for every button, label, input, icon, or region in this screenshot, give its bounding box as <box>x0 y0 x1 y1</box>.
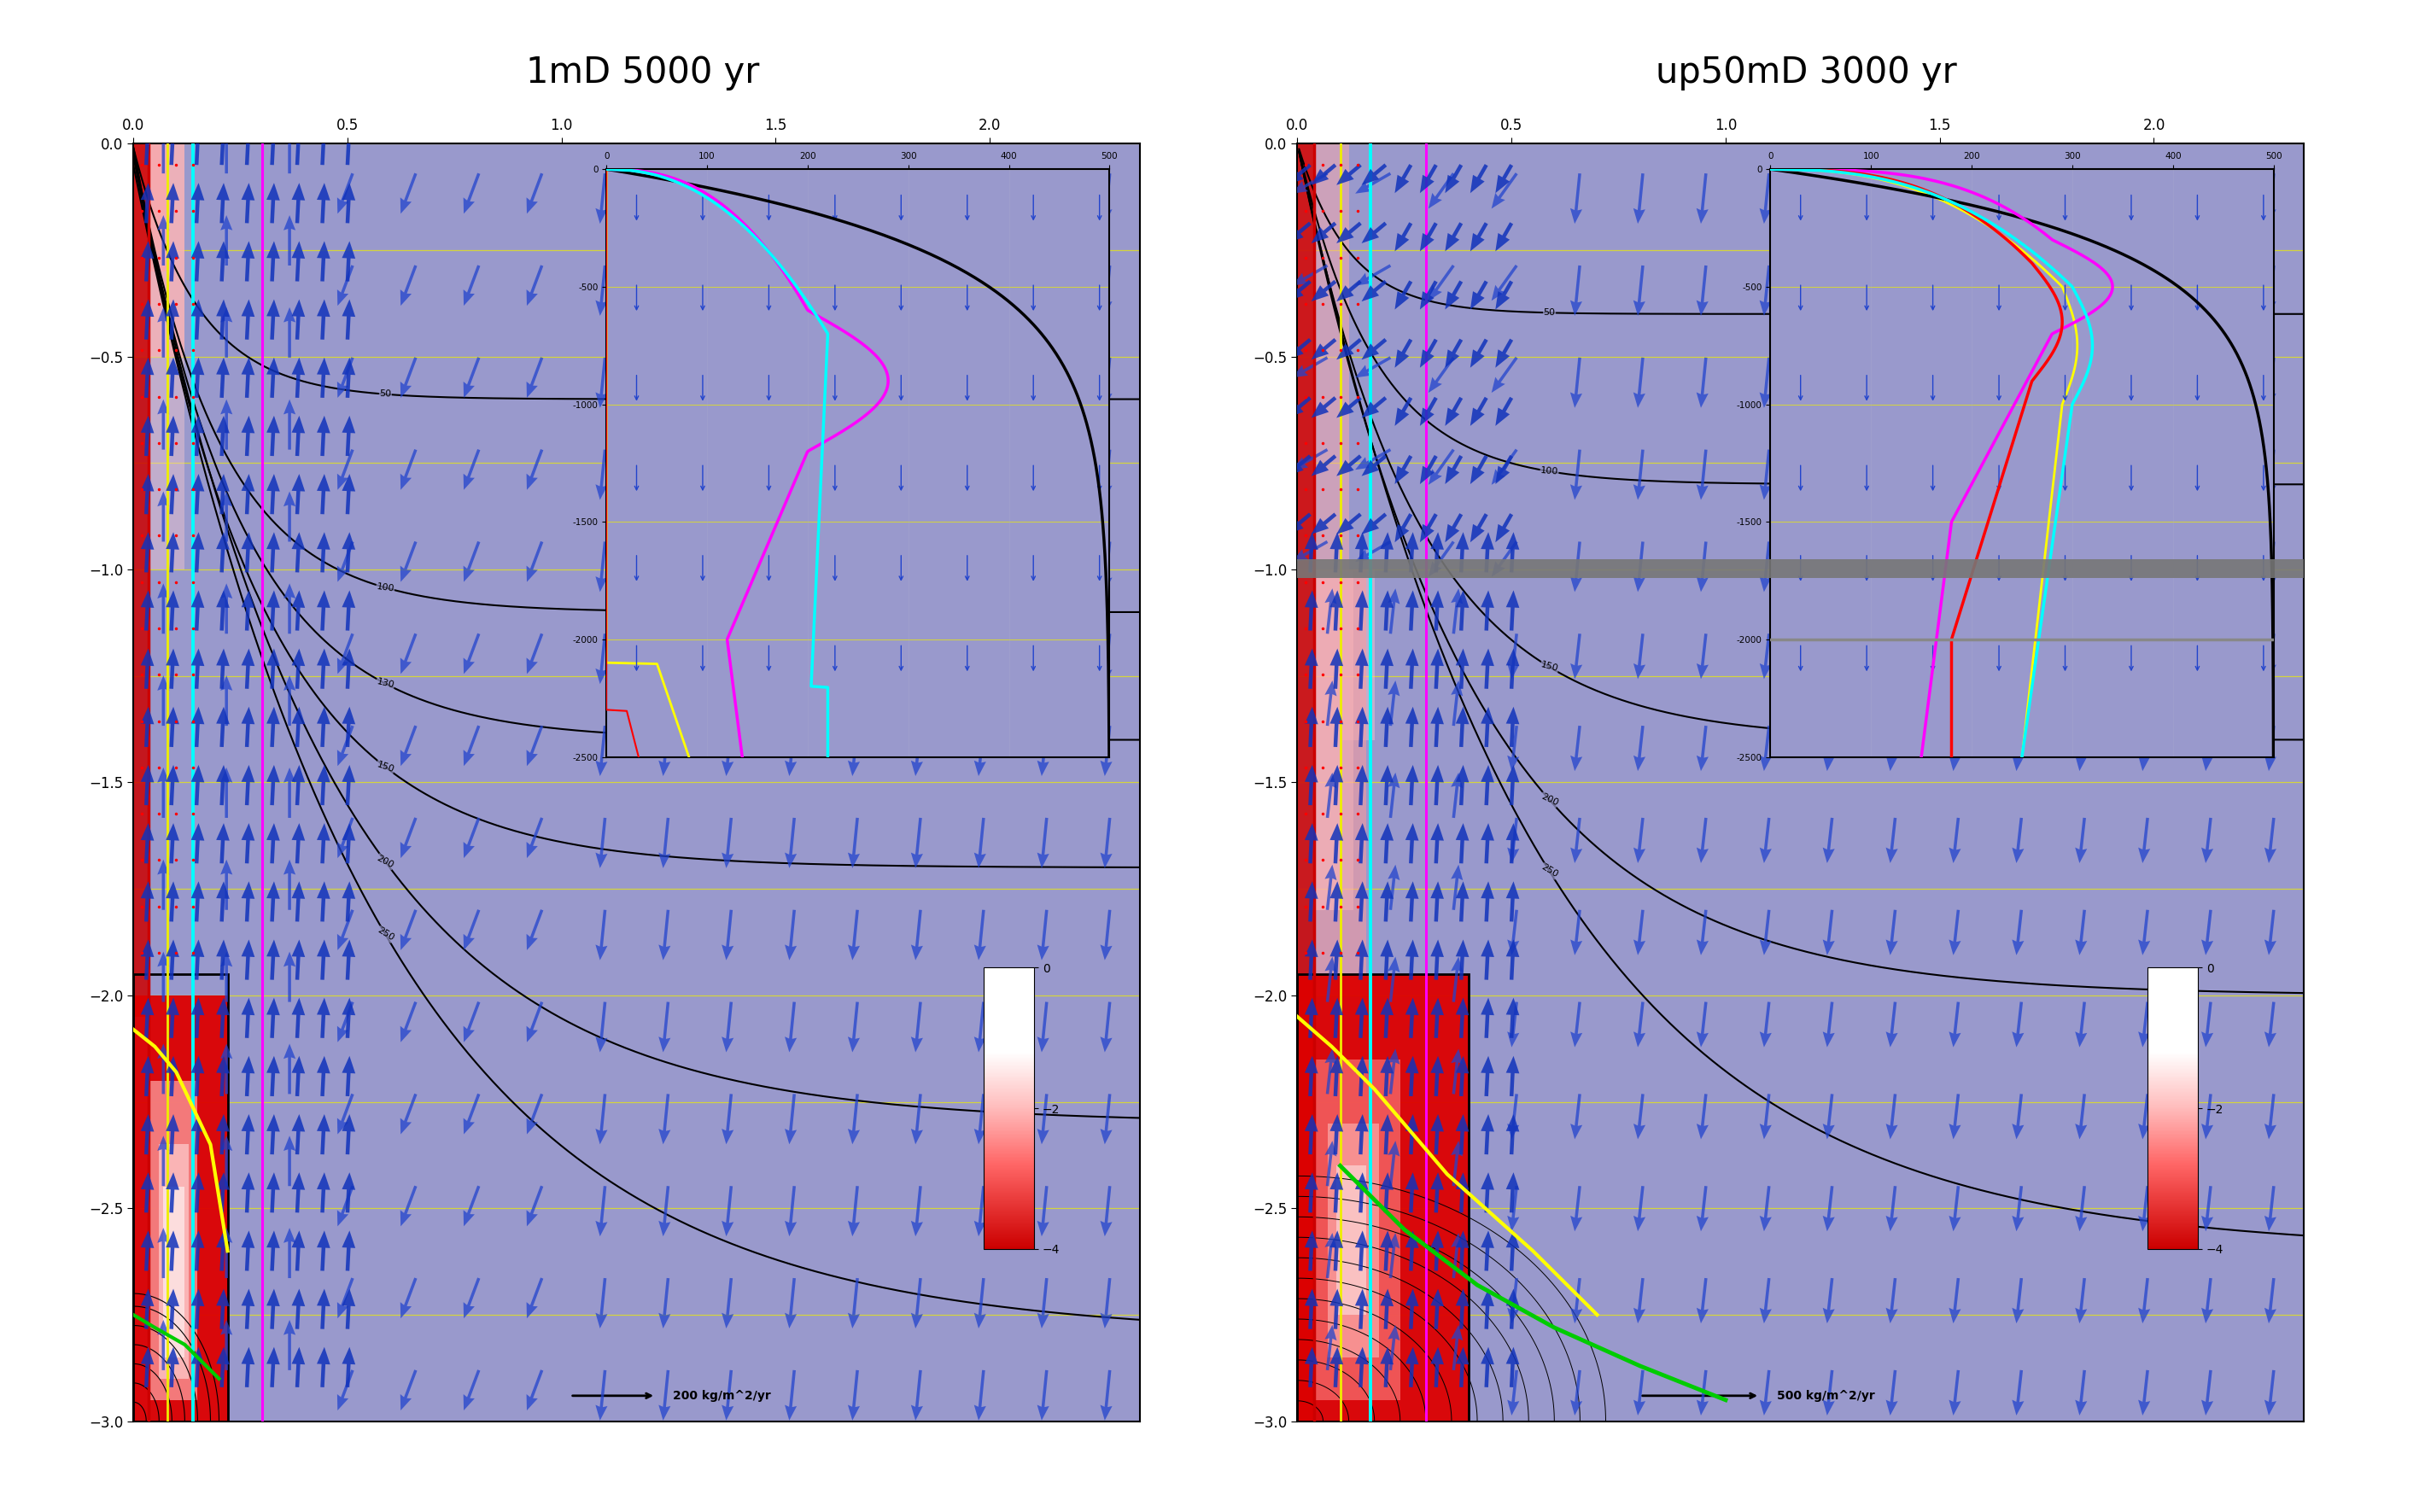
Bar <box>148 357 184 570</box>
Bar <box>1297 974 1470 1421</box>
Text: 200: 200 <box>376 854 395 869</box>
Bar <box>1297 974 1470 1421</box>
Text: 200: 200 <box>1540 792 1559 807</box>
Bar <box>1297 570 1375 739</box>
Text: 500 kg/m^2/yr: 500 kg/m^2/yr <box>1778 1390 1875 1402</box>
Bar <box>1314 570 1365 995</box>
Text: 1mD 5000 yr: 1mD 5000 yr <box>526 54 759 91</box>
Text: 150: 150 <box>376 761 395 774</box>
Bar <box>1297 144 1348 570</box>
Bar <box>133 995 228 1421</box>
Bar <box>150 1081 196 1400</box>
Bar <box>160 1145 189 1379</box>
Bar <box>133 144 167 272</box>
Text: 50: 50 <box>1542 308 1554 318</box>
Text: 250: 250 <box>376 925 395 943</box>
Text: up50mD 3000 yr: up50mD 3000 yr <box>1656 54 1957 91</box>
Bar <box>133 974 228 1421</box>
Bar <box>1314 570 1353 910</box>
Text: 130: 130 <box>376 677 395 689</box>
Text: 50: 50 <box>378 390 390 399</box>
Bar <box>162 1187 184 1358</box>
Bar <box>148 144 184 357</box>
Bar <box>1297 144 1314 1421</box>
Bar <box>1326 1123 1380 1358</box>
Text: 150: 150 <box>1540 661 1559 673</box>
Bar <box>133 144 184 357</box>
Text: 100: 100 <box>376 582 395 593</box>
Bar <box>1314 1060 1399 1400</box>
Bar <box>1297 739 1341 910</box>
Bar <box>1297 559 2304 578</box>
Bar <box>1336 1166 1365 1315</box>
Text: 100: 100 <box>1540 466 1559 476</box>
Bar <box>133 144 148 1016</box>
Text: 250: 250 <box>1540 863 1559 880</box>
Text: 200 kg/m^2/yr: 200 kg/m^2/yr <box>674 1390 771 1402</box>
